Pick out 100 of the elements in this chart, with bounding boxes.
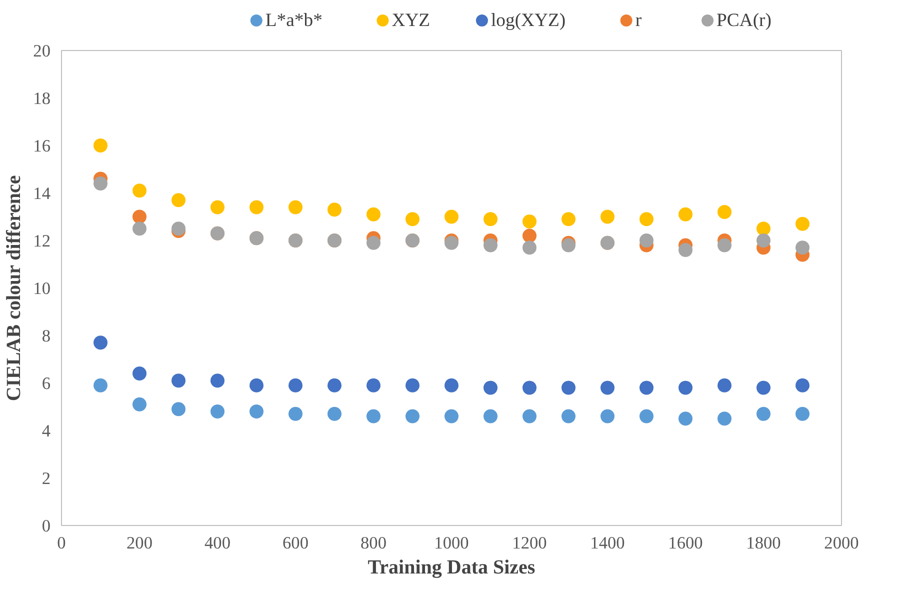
point (718, 412, 732, 426)
x-tick-label: 1400 (590, 534, 625, 552)
point (132, 222, 146, 236)
point (522, 228, 536, 243)
point (718, 205, 732, 219)
point (288, 200, 302, 214)
point (94, 138, 108, 152)
point (288, 406, 302, 421)
point (484, 212, 498, 226)
point (406, 409, 420, 424)
point (678, 380, 692, 395)
point (484, 409, 498, 424)
point (678, 207, 692, 222)
point (718, 378, 732, 392)
point (756, 222, 770, 236)
point (328, 406, 342, 421)
point (522, 409, 536, 424)
point (288, 378, 302, 392)
point (796, 406, 810, 421)
point (600, 409, 614, 424)
legend-label: L*a*b* (265, 10, 322, 31)
x-tick-label: 800 (360, 534, 387, 552)
point (366, 409, 380, 424)
point (250, 200, 264, 214)
point (172, 193, 186, 208)
x-tick-label: 400 (204, 534, 231, 552)
point (444, 378, 458, 392)
point (640, 234, 654, 248)
y-tick-label: 20 (33, 42, 50, 60)
point (94, 336, 108, 350)
point (562, 212, 576, 226)
y-tick-label: 8 (42, 326, 51, 346)
point (132, 184, 146, 198)
point (366, 207, 380, 222)
x-tick-label: 1600 (668, 534, 703, 552)
point (210, 404, 224, 418)
point (522, 380, 536, 395)
point (562, 238, 576, 252)
legend-label: XYZ (392, 10, 430, 31)
point (250, 378, 264, 392)
x-tick-label: 0 (57, 534, 66, 552)
x-tick-label: 2000 (824, 534, 859, 552)
legend-label: r (635, 10, 642, 31)
point (172, 222, 186, 236)
y-tick-label: 2 (42, 469, 51, 488)
point (718, 238, 732, 252)
point (94, 378, 108, 392)
point (366, 378, 380, 392)
point (756, 234, 770, 248)
point (132, 210, 146, 224)
point (522, 214, 536, 228)
point (94, 176, 108, 190)
point (210, 200, 224, 214)
y-axis-title: CIELAB colour difference (3, 175, 26, 402)
x-tick-label: 200 (126, 534, 153, 552)
point (796, 378, 810, 392)
point (756, 380, 770, 395)
point (640, 380, 654, 395)
point (444, 210, 458, 224)
point (484, 238, 498, 252)
x-tick-label: 1800 (746, 534, 781, 552)
x-tick-label: 600 (282, 534, 309, 552)
y-tick-label: 0 (42, 516, 51, 536)
point (406, 378, 420, 392)
point (796, 240, 810, 255)
point (132, 397, 146, 412)
point (328, 202, 342, 217)
y-tick-label: 10 (33, 279, 50, 298)
point (756, 406, 770, 421)
point (172, 374, 186, 388)
legend-label: log(XYZ) (490, 10, 566, 31)
point (562, 380, 576, 395)
x-axis-title: Training Data Sizes (368, 556, 536, 578)
point (640, 212, 654, 226)
point (796, 216, 810, 231)
point (484, 380, 498, 395)
y-tick-label: 14 (33, 184, 51, 203)
point (328, 378, 342, 392)
y-tick-label: 12 (33, 232, 50, 250)
point (366, 236, 380, 250)
y-tick-label: 16 (33, 136, 51, 156)
y-tick-label: 4 (42, 422, 51, 440)
point (600, 210, 614, 224)
point (444, 236, 458, 250)
y-tick-label: 18 (33, 89, 50, 108)
x-tick-label: 1000 (434, 534, 469, 552)
point (522, 240, 536, 255)
point (172, 402, 186, 416)
point (250, 404, 264, 418)
point (132, 366, 146, 380)
point (562, 409, 576, 424)
point (640, 409, 654, 424)
point (600, 380, 614, 395)
point (678, 412, 692, 426)
x-tick-label: 1200 (512, 534, 547, 552)
point (678, 243, 692, 257)
legend-label: PCA(r) (716, 10, 772, 31)
point (210, 374, 224, 388)
y-tick-label: 6 (42, 374, 51, 393)
point (406, 212, 420, 226)
